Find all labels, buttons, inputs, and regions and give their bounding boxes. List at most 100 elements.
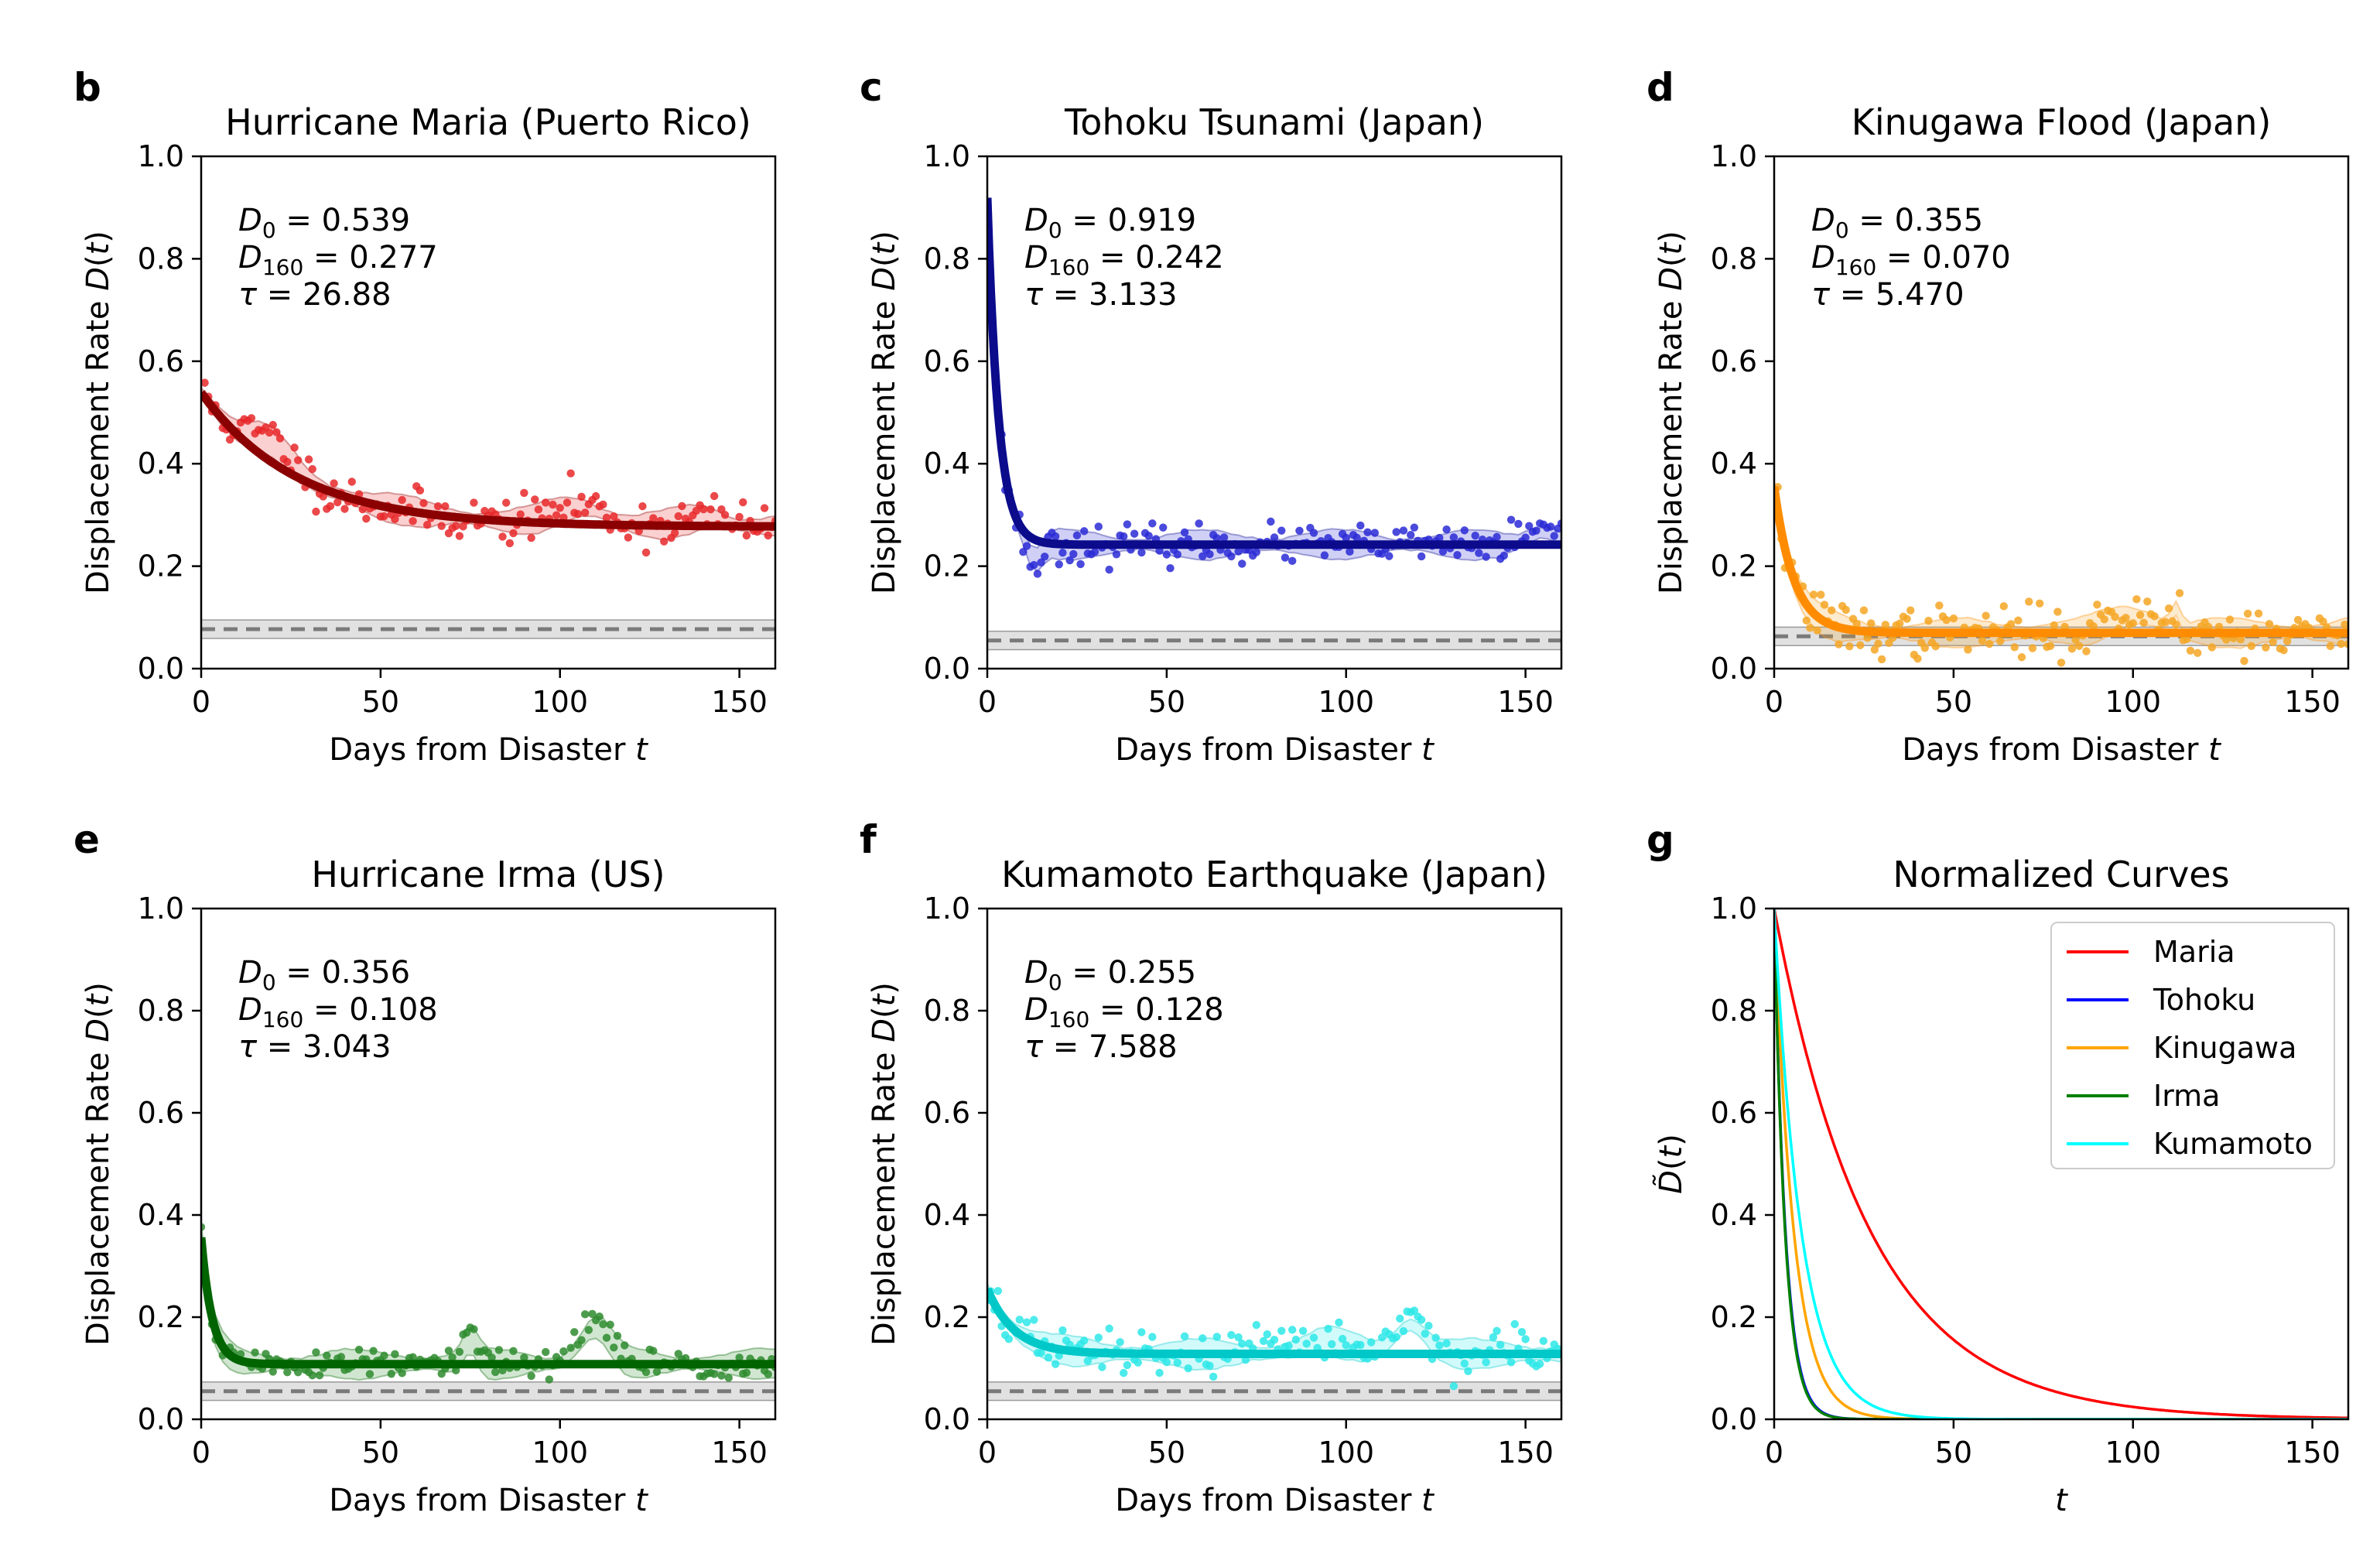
- data-point: [2028, 644, 2037, 652]
- legend-label: Tohoku: [2153, 983, 2255, 1017]
- data-point: [706, 505, 715, 514]
- data-point: [398, 1369, 406, 1377]
- x-tick-label: 100: [1318, 685, 1374, 719]
- panel-letter: b: [74, 65, 101, 110]
- data-point: [1065, 556, 1074, 565]
- data-point: [563, 498, 572, 507]
- y-tick-label: 0.0: [1711, 1402, 1757, 1436]
- data-point: [391, 515, 399, 524]
- data-point: [1098, 1363, 1106, 1371]
- data-point: [1867, 619, 1876, 628]
- data-point: [1212, 534, 1222, 542]
- data-point: [602, 1333, 611, 1342]
- data-point: [201, 1223, 206, 1231]
- data-point: [326, 501, 335, 511]
- data-point: [534, 505, 543, 514]
- data-point: [319, 492, 327, 501]
- annotation-tau: τ = 3.133: [1024, 277, 1178, 313]
- data-point: [444, 1347, 453, 1355]
- data-point: [621, 1341, 629, 1350]
- data-point: [1227, 1330, 1236, 1340]
- data-point: [1051, 532, 1060, 541]
- x-tick-label: 0: [1765, 685, 1783, 719]
- data-point: [1407, 531, 1415, 539]
- data-point: [501, 498, 511, 507]
- data-point: [2006, 620, 2016, 628]
- data-point: [2150, 612, 2159, 621]
- data-point: [742, 1368, 751, 1377]
- data-point: [1410, 523, 1419, 532]
- data-point: [1392, 1333, 1400, 1341]
- data-point: [1137, 548, 1146, 557]
- data-point: [2172, 620, 2180, 629]
- y-tick-label: 0.6: [1711, 1096, 1757, 1130]
- data-point: [2111, 612, 2119, 621]
- plot-area-e: [201, 1223, 775, 1401]
- data-point: [2014, 616, 2023, 625]
- data-point: [1942, 615, 1951, 625]
- x-tick-label: 0: [192, 1436, 210, 1470]
- data-point: [365, 1370, 374, 1378]
- data-point: [2186, 646, 2195, 655]
- data-point: [542, 1347, 550, 1357]
- x-tick-label: 150: [2284, 1436, 2341, 1470]
- data-point: [1227, 552, 1236, 561]
- data-point: [520, 488, 528, 498]
- data-point: [1302, 1340, 1311, 1348]
- data-point: [1148, 519, 1157, 528]
- data-point: [527, 1371, 535, 1381]
- y-tick-label: 0.0: [924, 652, 970, 686]
- data-point: [1482, 553, 1490, 561]
- y-tick-label: 0.6: [138, 1096, 184, 1130]
- data-point: [735, 1354, 744, 1362]
- data-point: [1041, 553, 1049, 561]
- data-point: [674, 512, 682, 521]
- data-point: [294, 1368, 303, 1377]
- data-point: [1166, 563, 1175, 573]
- y-tick-label: 0.6: [924, 1096, 970, 1130]
- legend-label: Kumamoto: [2153, 1127, 2313, 1161]
- data-point: [670, 529, 679, 537]
- data-point: [1130, 529, 1139, 538]
- panel-letter: g: [1647, 817, 1674, 862]
- data-point: [290, 443, 299, 452]
- legend: Maria Tohoku Kinugawa Irma Kumamoto: [2050, 922, 2335, 1169]
- data-point: [1449, 533, 1458, 542]
- data-point: [452, 1366, 460, 1375]
- y-tick-label: 0.4: [924, 447, 970, 481]
- x-axis-label: Days from Disaster t: [1115, 1483, 1434, 1518]
- data-point: [764, 1370, 772, 1378]
- data-point: [2207, 643, 2216, 652]
- confidence-band: [987, 1282, 1561, 1371]
- data-point: [1985, 639, 1994, 649]
- data-point: [717, 1371, 726, 1380]
- data-point: [354, 1345, 364, 1354]
- data-point: [1281, 553, 1290, 562]
- y-tick-label: 0.8: [1711, 241, 1757, 275]
- panel-letter: c: [860, 65, 883, 110]
- data-point: [545, 1375, 554, 1384]
- data-point: [433, 501, 443, 511]
- data-point: [505, 539, 515, 548]
- data-point: [1877, 655, 1886, 664]
- x-axis-label: Days from Disaster t: [1902, 732, 2221, 768]
- panel-f: f Kumamoto Earthquake (Japan) D0 = 0.255D1…: [860, 817, 1563, 1518]
- data-point: [1870, 645, 1879, 654]
- data-point: [498, 532, 507, 541]
- y-tick-label: 1.0: [1711, 139, 1757, 173]
- y-tick-label: 0.4: [138, 1198, 184, 1232]
- panel-b: b Hurricane Maria (Puerto Rico) D0 = 0.539…: [74, 65, 777, 768]
- x-tick-label: 100: [2105, 685, 2161, 719]
- annotation-tau: τ = 7.588: [1024, 1029, 1178, 1065]
- data-point: [739, 498, 747, 507]
- data-point: [337, 1353, 346, 1361]
- data-point: [2265, 620, 2274, 628]
- data-point: [1510, 1319, 1519, 1329]
- data-point: [2046, 642, 2055, 650]
- data-point: [1442, 525, 1451, 534]
- y-tick-label: 0.4: [138, 447, 184, 481]
- data-point: [1076, 560, 1085, 569]
- data-point: [1162, 550, 1171, 559]
- x-tick-label: 100: [532, 685, 588, 719]
